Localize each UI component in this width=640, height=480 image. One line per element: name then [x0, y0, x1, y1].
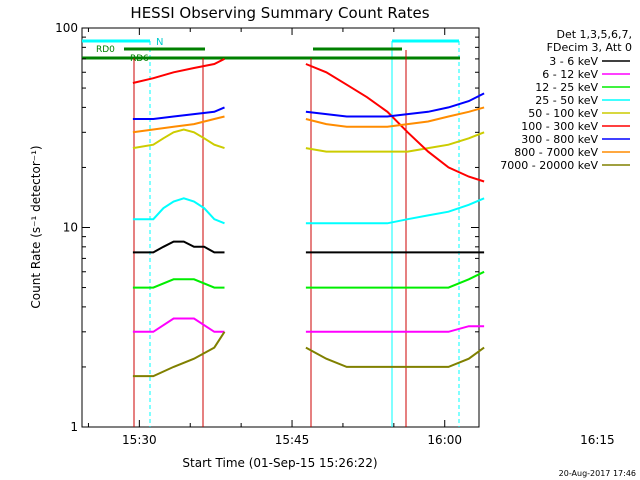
x-tick-label: 15:45: [275, 433, 310, 447]
x-tick-label: 16:00: [427, 433, 462, 447]
x-axis-label: Start Time (01-Sep-15 15:26:22): [182, 456, 377, 470]
legend-label: 100 - 300 keV: [521, 120, 598, 133]
legend-label: 50 - 100 keV: [528, 107, 598, 120]
legend-header-1: Det 1,3,5,6,7,: [556, 28, 632, 41]
y-axis-label: Count Rate (s⁻¹ detector⁻¹): [29, 145, 43, 308]
annotation-rd6: RD6: [130, 54, 149, 64]
series-line-7000-20000keV: [132, 331, 226, 378]
series-line-300-800keV: [305, 92, 485, 118]
annotation-n: N: [156, 37, 163, 48]
y-axis-ticks: 1 10 100: [55, 21, 479, 434]
legend-label: 6 - 12 keV: [542, 68, 598, 81]
series-line-6-12keV: [132, 317, 225, 333]
legend-label: 12 - 25 keV: [535, 81, 598, 94]
y-tick-label: 100: [55, 21, 78, 35]
series-line-3-6keV: [132, 240, 225, 254]
annotation-rd0: RD0: [96, 45, 115, 55]
series-line-50-100keV: [305, 131, 485, 153]
legend-label: 3 - 6 keV: [549, 55, 598, 68]
plot-area: N RD0 RD6: [82, 37, 485, 427]
legend-label: 800 - 7000 keV: [514, 146, 598, 159]
y-tick-label: 10: [63, 221, 78, 235]
series-line-50-100keV: [132, 128, 225, 150]
x-tick-label: 15:30: [122, 433, 157, 447]
series-line-7000-20000keV: [305, 346, 485, 368]
series-line-100-300keV: [132, 58, 225, 84]
chart-title: HESSI Observing Summary Count Rates: [130, 4, 429, 22]
legend-label: 300 - 800 keV: [521, 133, 598, 146]
series-line-800-7000keV: [132, 115, 225, 134]
series-line-6-12keV: [305, 325, 485, 333]
timestamp: 20-Aug-2017 17:46: [559, 469, 636, 478]
series-line-100-300keV: [305, 63, 485, 183]
series-line-25-50keV: [132, 197, 225, 225]
legend-header-2: FDecim 3, Att 0: [547, 41, 632, 54]
mode-markers: N RD0 RD6: [82, 37, 460, 427]
series-line-300-800keV: [132, 106, 225, 120]
legend-label: 25 - 50 keV: [535, 94, 598, 107]
legend: Det 1,3,5,6,7, FDecim 3, Att 0 3 - 6 keV…: [500, 28, 632, 172]
x-tick-label: 16:15: [580, 433, 615, 447]
series-line-25-50keV: [305, 197, 485, 225]
series-line-12-25keV: [132, 278, 225, 289]
series-line-12-25keV: [305, 270, 485, 289]
y-tick-label: 1: [70, 420, 78, 434]
series-lines: [132, 58, 485, 378]
legend-label: 7000 - 20000 keV: [500, 159, 598, 172]
series-line-800-7000keV: [305, 106, 485, 128]
